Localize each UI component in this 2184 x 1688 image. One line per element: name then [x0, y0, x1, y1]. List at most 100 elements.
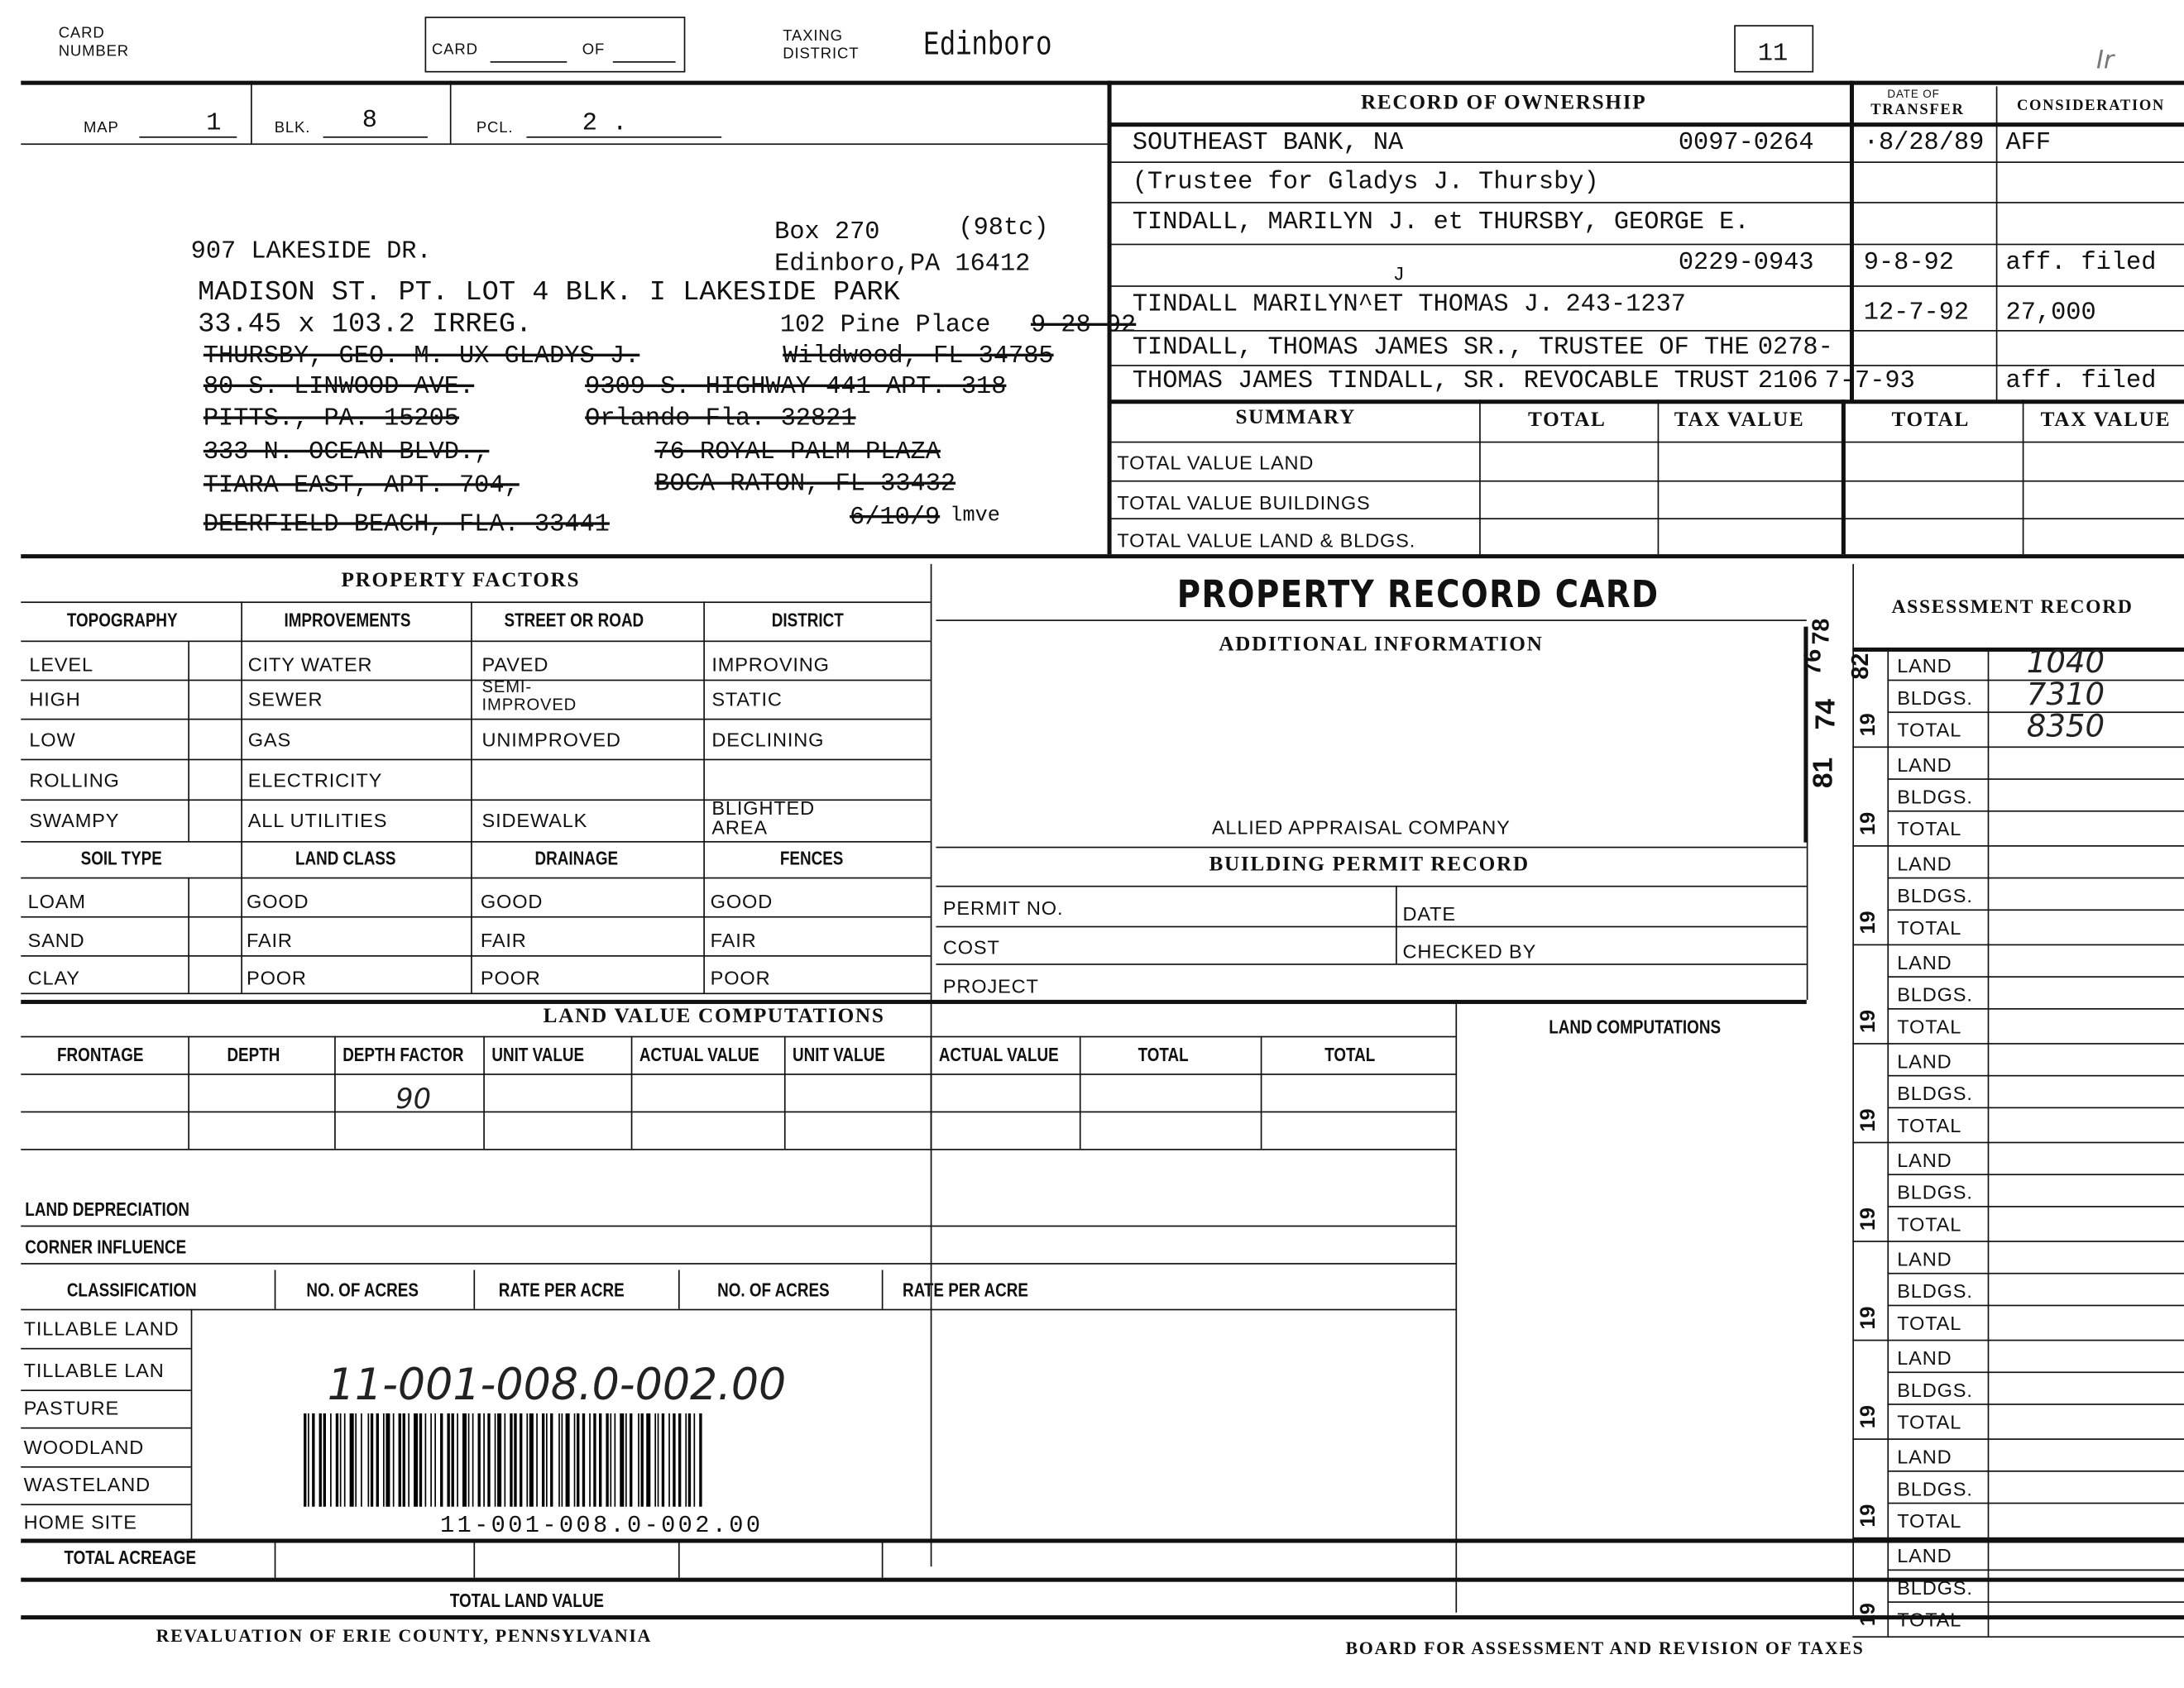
assessment-total-label: TOTAL	[1897, 718, 1962, 741]
rule-line	[1396, 885, 1397, 964]
barcode-bar	[646, 1413, 650, 1507]
date-header-top: DATE OF	[1887, 88, 1940, 101]
rule-line	[21, 1504, 191, 1506]
rule-line	[526, 136, 722, 138]
struck-address-line: 6/10/9	[850, 504, 941, 533]
rule-line	[21, 1225, 1456, 1227]
barcode-bar	[329, 1413, 332, 1507]
rule-line	[251, 80, 252, 144]
land-depreciation-label: LAND DEPRECIATION	[25, 1197, 190, 1220]
summary-row-label: TOTAL VALUE LAND & BLDGS.	[1117, 528, 1416, 552]
handwritten-parcel-id: 11-001-008.0-002.00	[327, 1360, 787, 1411]
factor-value: STATIC	[711, 687, 783, 710]
barcode-bar	[335, 1413, 338, 1507]
pine-place: 102 Pine Place	[779, 312, 991, 340]
assessment-land-label: LAND	[1897, 1050, 1952, 1073]
owner-name: TINDALL, MARILYN J. et THURSBY, GEORGE E…	[1132, 208, 1750, 237]
assessment-total-label: TOTAL	[1897, 1312, 1962, 1334]
rule-line	[21, 799, 931, 801]
barcode-bar	[456, 1413, 458, 1507]
barcode-bar	[637, 1413, 639, 1507]
rule-line	[21, 80, 2184, 85]
factor-value: GAS	[247, 728, 292, 751]
stamp-year: 74	[1811, 699, 1842, 730]
assessment-total-label: TOTAL	[1897, 1410, 1962, 1433]
barcode-bar	[693, 1413, 696, 1507]
rule-line	[1887, 1107, 2184, 1109]
rule-line	[471, 601, 472, 993]
summary-total-header-2: TOTAL	[1891, 409, 1970, 432]
rule-line	[139, 136, 237, 138]
rule-line	[1109, 518, 2184, 520]
factor-header: DISTRICT	[771, 608, 844, 631]
rule-line	[21, 1074, 1456, 1075]
factor-value: GOOD	[710, 889, 774, 912]
rule-line	[1260, 1035, 1262, 1150]
owner-name: TINDALL, THOMAS JAMES SR., TRUSTEE OF TH…	[1132, 334, 1750, 362]
factor-value: GOOD	[247, 889, 309, 912]
property-address: 907 LAKESIDE DR.	[190, 237, 432, 266]
assessment-land-label: LAND	[1897, 753, 1952, 776]
classification-row-label: HOME SITE	[23, 1510, 137, 1533]
year-prefix: 19	[1856, 1603, 1880, 1627]
barcode-bar	[383, 1413, 385, 1507]
struck-address-line: 76 ROYAL PALM PLAZA	[654, 438, 941, 467]
dimensions: 33.45 x 103.2 IRREG.	[198, 308, 533, 342]
land-value-header: ACTUAL VALUE	[639, 1043, 759, 1066]
rule-line	[630, 1035, 633, 1150]
factor-value: POOR	[247, 966, 307, 989]
rule-line	[473, 1538, 476, 1578]
barcode	[304, 1413, 703, 1507]
rule-line	[1109, 399, 2184, 404]
barcode-bar	[407, 1413, 410, 1507]
factor-value: IMPROVING	[711, 653, 830, 676]
assessment-bldgs-label: BLDGS.	[1897, 884, 1973, 907]
rule-line	[490, 61, 568, 63]
owner-name: (Trustee for Gladys J. Thursby)	[1132, 168, 1599, 197]
barcode-bar	[323, 1413, 327, 1507]
rule-line	[1887, 778, 2184, 780]
struck-address-line: 80 S. LINWOOD AVE.	[203, 373, 475, 401]
rule-line	[936, 964, 1807, 965]
land-computations-title: LAND COMPUTATIONS	[1549, 1015, 1722, 1038]
barcode-bar	[448, 1413, 450, 1507]
rule-line	[1107, 80, 1112, 555]
barcode-bar	[573, 1413, 576, 1507]
barcode-bar	[640, 1413, 644, 1507]
barcode-bar	[355, 1413, 357, 1507]
rule-line	[21, 877, 931, 879]
rule-line	[1887, 711, 2184, 714]
rule-line	[1887, 1272, 2184, 1274]
card-label: CARD	[431, 41, 478, 59]
consideration-value: aff. filed	[2005, 367, 2157, 396]
rule-line	[1852, 1438, 2184, 1440]
land-value-header: UNIT VALUE	[491, 1043, 585, 1066]
factor-value: POOR	[480, 966, 541, 989]
factor-value: SEMI-IMPROVED	[481, 677, 577, 715]
assessment-land-label: LAND	[1897, 1544, 1952, 1567]
mailing-box: Box 270	[774, 218, 880, 247]
classification-row-label: TILLABLE LAN	[23, 1359, 165, 1382]
summary-title: SUMMARY	[1235, 406, 1357, 429]
stamp-year: 78	[1808, 618, 1835, 645]
rule-line	[1849, 80, 1855, 401]
assessment-total-label: TOTAL	[1897, 1212, 1962, 1236]
barcode-bar	[308, 1413, 310, 1507]
blk-label: BLK.	[274, 119, 311, 137]
deed-book-page: 2106	[1757, 367, 1818, 396]
rule-line	[1852, 1241, 2184, 1242]
assessment-title: ASSESSMENT RECORD	[1891, 597, 2134, 619]
barcode-bar	[360, 1413, 363, 1507]
assessment-first-year: 82	[1846, 653, 1874, 680]
rule-line	[1887, 679, 2184, 681]
classification-header: NO. OF ACRES	[717, 1278, 830, 1301]
struck-address-line: 333 N. OCEAN BLVD.,	[203, 438, 490, 467]
rule-line	[1887, 1304, 2184, 1307]
rule-line	[21, 1263, 1456, 1265]
rule-line	[1887, 976, 2184, 978]
consideration-value: 27,000	[2005, 299, 2096, 328]
barcode-bar	[467, 1413, 470, 1507]
assessment-total-label: TOTAL	[1897, 1015, 1962, 1038]
factor-value: SIDEWALK	[481, 809, 588, 832]
